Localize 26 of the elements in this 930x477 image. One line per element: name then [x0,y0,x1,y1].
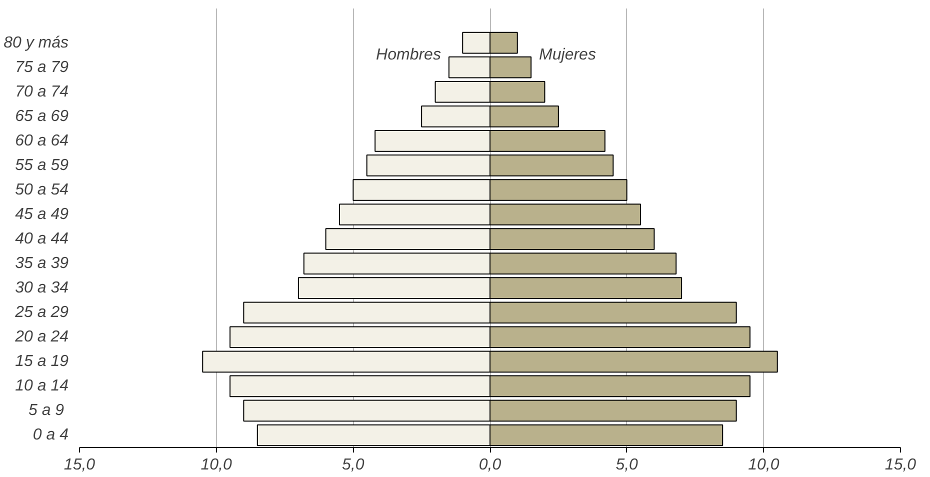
y-tick-label: 65 a 69 [15,108,69,125]
y-tick-label: 80 y más [4,34,69,52]
y-tick-label: 20 a 24 [14,328,69,346]
y-tick-label: 45 a 49 [15,206,69,224]
y-tick-label: 50 a 54 [15,181,69,198]
series-label: Hombres [376,46,441,64]
y-tick-label: 70 a 74 [15,83,69,100]
x-tick-label: 15,0 [884,456,916,474]
y-tick-label: 35 a 39 [15,255,69,272]
x-tick-label: 10,0 [748,456,780,474]
x-tick-label: 15,0 [64,456,96,474]
y-tick-label: 10 a 14 [15,378,69,395]
y-tick-label: 60 a 64 [15,132,69,150]
y-tick-label: 30 a 34 [15,280,69,297]
x-tick-label: 10,0 [200,456,232,474]
x-tick-label: 5,0 [616,456,638,474]
y-tick-label: 0 a 4 [32,426,69,444]
y-tick-label: 5 a 9 [28,402,64,420]
x-tick-label: 5,0 [342,456,364,474]
series-label: Mujeres [539,46,596,64]
y-tick-label: 75 a 79 [15,58,69,76]
y-tick-label: 15 a 19 [15,353,69,370]
y-tick-label: 25 a 29 [14,304,69,322]
y-tick-label: 55 a 59 [15,156,69,174]
y-tick-label: 40 a 44 [15,230,69,248]
x-tick-label: 0,0 [478,456,502,474]
